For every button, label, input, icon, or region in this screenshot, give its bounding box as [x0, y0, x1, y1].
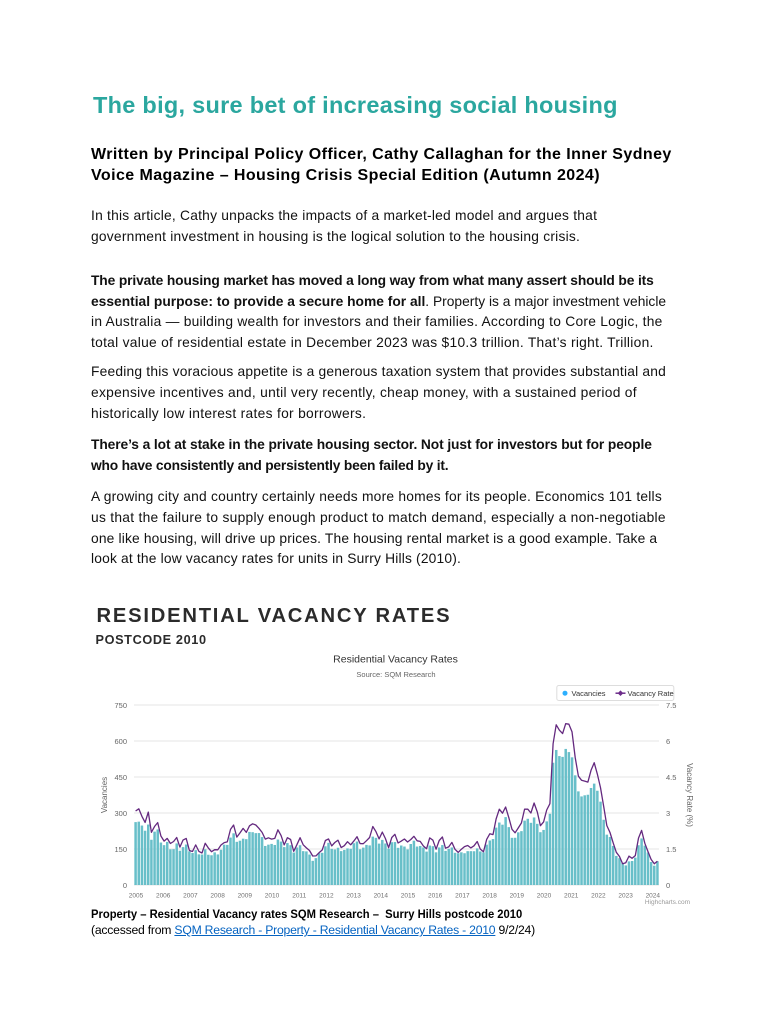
- svg-text:2009: 2009: [238, 893, 253, 900]
- svg-text:Vacancy Rate (%): Vacancy Rate (%): [685, 763, 694, 827]
- svg-text:2006: 2006: [156, 893, 171, 900]
- svg-text:0: 0: [123, 881, 127, 890]
- svg-text:2018: 2018: [482, 893, 497, 900]
- svg-text:2012: 2012: [319, 893, 334, 900]
- svg-text:Vacancy Rate: Vacancy Rate: [628, 689, 674, 698]
- svg-text:Vacancies: Vacancies: [100, 777, 109, 813]
- svg-text:2024: 2024: [646, 893, 661, 900]
- svg-text:2007: 2007: [183, 893, 198, 900]
- svg-text:750: 750: [114, 701, 127, 710]
- svg-text:2005: 2005: [129, 893, 144, 900]
- svg-text:450: 450: [114, 773, 127, 782]
- svg-text:2022: 2022: [591, 893, 606, 900]
- svg-text:2017: 2017: [455, 893, 470, 900]
- svg-text:300: 300: [114, 809, 127, 818]
- svg-text:2019: 2019: [510, 893, 525, 900]
- svg-text:2020: 2020: [537, 893, 552, 900]
- svg-text:Highcharts.com: Highcharts.com: [645, 899, 690, 906]
- svg-text:150: 150: [114, 845, 127, 854]
- svg-text:2014: 2014: [374, 893, 389, 900]
- svg-text:6: 6: [666, 737, 670, 746]
- svg-text:2015: 2015: [401, 893, 416, 900]
- svg-text:2023: 2023: [618, 893, 633, 900]
- svg-text:2011: 2011: [292, 893, 306, 900]
- svg-text:2008: 2008: [210, 893, 225, 900]
- svg-text:600: 600: [114, 737, 127, 746]
- svg-text:2013: 2013: [346, 893, 361, 900]
- svg-text:Vacancies: Vacancies: [572, 689, 606, 698]
- svg-text:7.5: 7.5: [666, 701, 676, 710]
- svg-text:0: 0: [666, 881, 670, 890]
- svg-text:4.5: 4.5: [666, 773, 676, 782]
- svg-text:2016: 2016: [428, 893, 443, 900]
- svg-text:2010: 2010: [265, 893, 280, 900]
- svg-text:1.5: 1.5: [666, 845, 676, 854]
- svg-text:2021: 2021: [564, 893, 579, 900]
- svg-text:Residential Vacancy Rates: Residential Vacancy Rates: [333, 654, 458, 666]
- svg-text:Source: SQM Research: Source: SQM Research: [356, 670, 435, 679]
- svg-text:3: 3: [666, 809, 670, 818]
